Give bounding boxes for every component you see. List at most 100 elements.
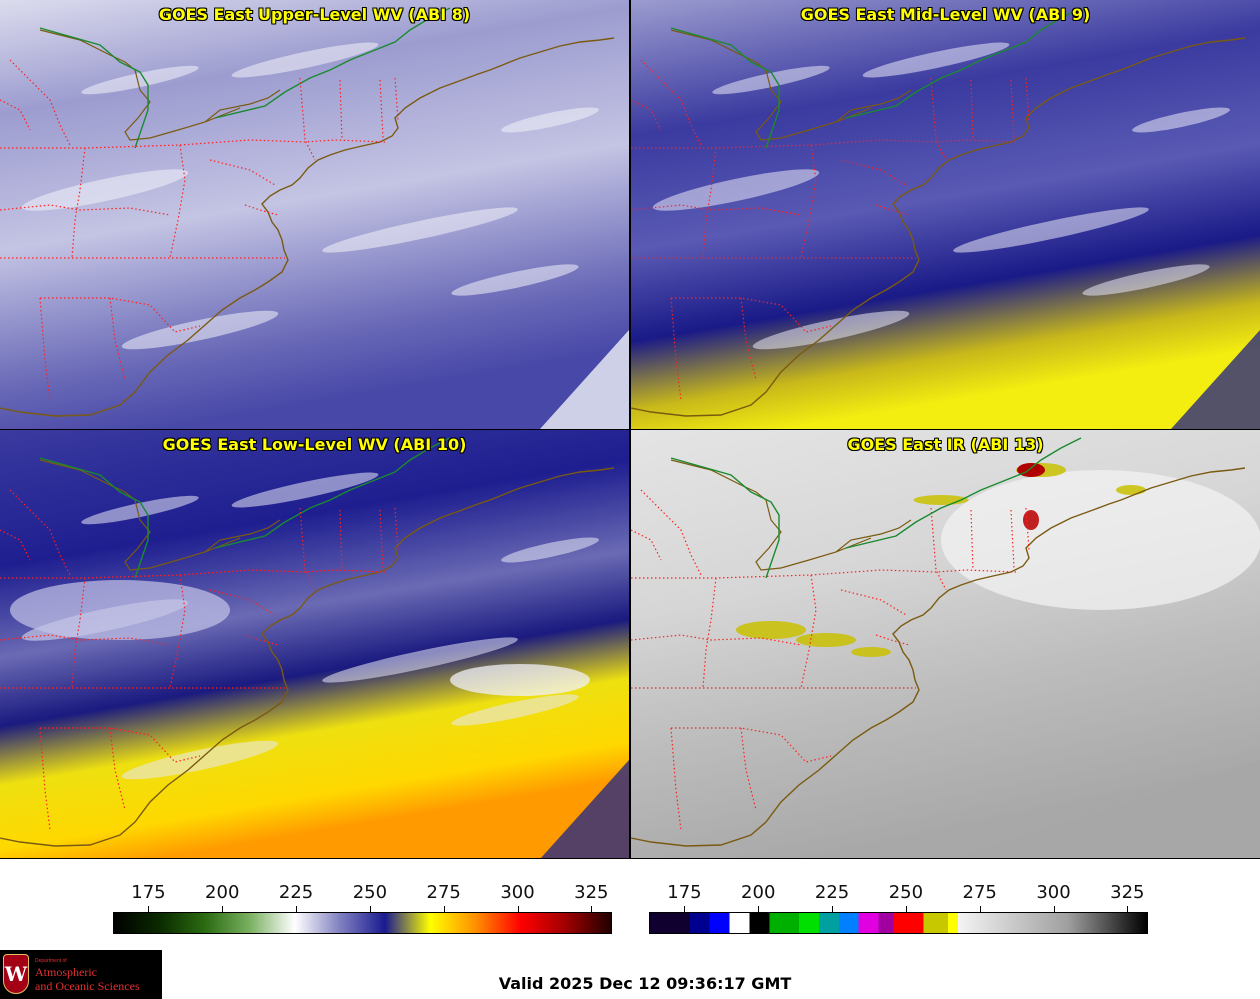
panel-title: GOES East Upper-Level WV (ABI 8) — [158, 5, 471, 24]
international-border — [39, 7, 451, 149]
colorbar-tick-label: 225 — [278, 882, 314, 903]
state-border — [9, 489, 71, 576]
cloud-streak — [21, 169, 189, 211]
ir-colorbar-gradient — [649, 912, 1148, 934]
moisture-field — [0, 0, 629, 429]
colorbar-tick-label: 325 — [574, 882, 609, 903]
edge-cloud — [540, 330, 629, 429]
state-border — [1010, 79, 1015, 139]
state-border — [875, 634, 910, 646]
state-border — [930, 507, 947, 591]
colorbar-tick-label: 300 — [500, 882, 535, 903]
coldest-cloud-top — [1017, 463, 1045, 477]
cloud-streak — [501, 537, 599, 563]
state-border — [379, 79, 384, 139]
state-border — [379, 509, 384, 569]
ocean-cloud-field — [951, 760, 1260, 859]
logo-line2: and Oceanic Sciences — [35, 979, 140, 993]
horizontal-divider — [0, 429, 1260, 430]
edge-cloud — [540, 760, 629, 859]
state-border — [394, 507, 399, 551]
colorbar-tick-label: 250 — [888, 882, 924, 903]
colorbar-tick-mark — [1053, 906, 1055, 912]
cloud-streak — [862, 42, 1010, 78]
coastline — [631, 37, 1246, 417]
colorbar-tick-label: 225 — [814, 882, 850, 903]
state-border — [299, 77, 316, 161]
state-border — [394, 77, 399, 121]
state-border — [71, 577, 86, 689]
cloud-streak — [231, 42, 379, 78]
international-border — [670, 7, 1082, 149]
cloud-streak — [712, 65, 830, 95]
state-border — [209, 159, 276, 186]
cloud-streak — [451, 264, 579, 296]
cloud-streak — [231, 472, 379, 508]
coastline — [631, 467, 1246, 847]
state-border — [39, 727, 51, 831]
cold-cloud-top — [1116, 485, 1146, 495]
cloud-shield — [941, 470, 1260, 610]
colorbar-tick-label: 275 — [962, 882, 997, 903]
cloud-streak — [652, 169, 820, 211]
uw-aos-logo: W Department of Atmospheric and Oceanic … — [0, 950, 162, 999]
state-border — [930, 77, 947, 161]
map-mid-level-wv — [631, 0, 1260, 429]
logo-line1: Atmospheric — [35, 965, 97, 979]
colorbar-tick-label: 300 — [1036, 882, 1071, 903]
cold-cloud-top — [796, 633, 856, 647]
colorbar-tick-label: 175 — [667, 882, 702, 903]
state-border — [702, 147, 717, 259]
colorbar-tick-mark — [591, 906, 593, 912]
state-border — [71, 147, 86, 259]
cloud-streak — [322, 207, 518, 253]
moisture-field — [0, 430, 629, 859]
cloud-streak — [81, 65, 199, 95]
panel-title: GOES East Mid-Level WV (ABI 9) — [800, 5, 1091, 24]
colorbar-tick-mark — [148, 906, 150, 912]
cloud-streak — [10, 580, 230, 640]
cloud-streak — [450, 664, 590, 696]
map-upper-level-wv — [0, 0, 629, 429]
state-border — [840, 159, 907, 186]
colorbar-tick-label: 200 — [741, 882, 776, 903]
state-border — [631, 634, 802, 646]
wv-colorbar: 175 200 225 250 275 300 325 — [113, 882, 612, 936]
coastline — [0, 467, 615, 847]
panel-upper-level-wv: GOES East Upper-Level WV (ABI 8) — [0, 0, 629, 429]
colorbar-tick-label: 325 — [1110, 882, 1145, 903]
panel-ir: GOES East IR (ABI 13) — [631, 430, 1260, 859]
colorbar-tick-mark — [1127, 906, 1129, 912]
colorbar-tick-mark — [758, 906, 760, 912]
moisture-field — [631, 0, 1260, 429]
colorbar-tick-mark — [832, 906, 834, 912]
panel-title: GOES East IR (ABI 13) — [847, 435, 1044, 454]
colorbar-tick-mark — [979, 906, 981, 912]
panel-title: GOES East Low-Level WV (ABI 10) — [162, 435, 467, 454]
ir-colorbar: 175 200 225 250 275 300 325 — [649, 882, 1148, 936]
state-border — [1025, 77, 1030, 121]
cloud-streak — [1132, 107, 1230, 133]
international-border — [670, 437, 1082, 579]
colorbar-tick-label: 175 — [131, 882, 166, 903]
map-ir — [631, 430, 1260, 859]
state-border — [1025, 507, 1030, 551]
cold-cloud-top — [851, 647, 891, 657]
state-border — [702, 577, 717, 689]
state-border — [0, 99, 31, 131]
uw-crest-icon: W — [3, 954, 29, 994]
state-border — [640, 489, 702, 576]
panel-low-level-wv: GOES East Low-Level WV (ABI 10) — [0, 430, 629, 859]
state-border — [631, 99, 662, 131]
coldest-cloud-top — [1023, 510, 1039, 530]
colorbar-tick-mark — [517, 906, 519, 912]
colorbar-tick-mark — [296, 906, 298, 912]
state-border — [640, 59, 702, 146]
colorbar-tick-mark — [369, 906, 371, 912]
state-border — [670, 297, 682, 401]
state-border — [631, 204, 802, 216]
coastline — [0, 37, 615, 417]
bottom-divider — [0, 858, 1260, 859]
colorbar-tick-label: 200 — [205, 882, 240, 903]
colorbar-tick-mark — [222, 906, 224, 912]
